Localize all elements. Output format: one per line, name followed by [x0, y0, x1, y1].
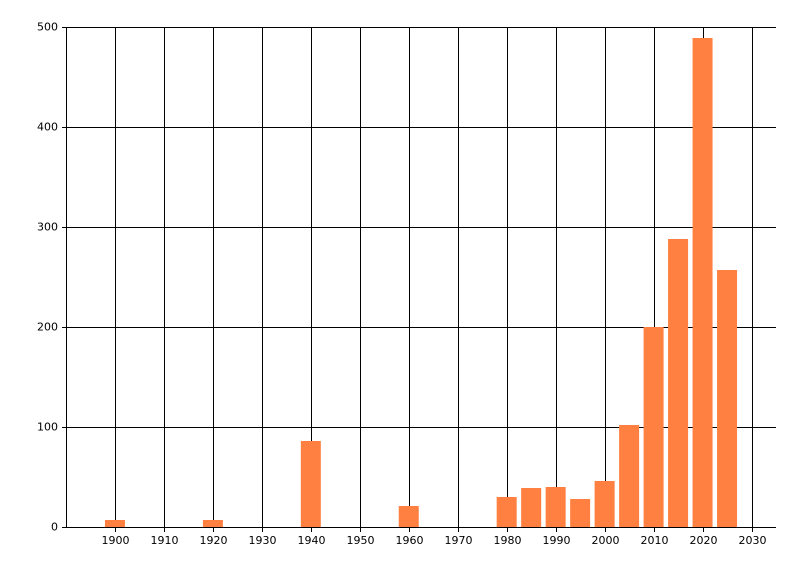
- bar: [594, 481, 615, 527]
- y-tick-label: 0: [51, 521, 58, 534]
- x-tick-label: 1970: [445, 534, 473, 547]
- x-tick-label: 2020: [690, 534, 718, 547]
- y-tick-label: 300: [37, 221, 58, 234]
- bar: [570, 499, 591, 527]
- x-tick-label: 2010: [641, 534, 669, 547]
- y-tick-label: 200: [37, 321, 58, 334]
- bar: [521, 488, 542, 527]
- x-tick-label: 1900: [102, 534, 130, 547]
- y-tick-label: 100: [37, 421, 58, 434]
- x-tick-label: 1930: [249, 534, 277, 547]
- bar: [202, 520, 223, 527]
- bar: [668, 239, 689, 527]
- bar: [545, 487, 566, 527]
- x-tick-label: 2030: [739, 534, 767, 547]
- x-tick-label: 1910: [151, 534, 179, 547]
- bar: [104, 520, 125, 527]
- bar: [398, 506, 419, 527]
- bar: [692, 38, 713, 527]
- x-tick-label: 1920: [200, 534, 228, 547]
- y-tick-label: 500: [37, 21, 58, 34]
- y-tick-label: 400: [37, 121, 58, 134]
- x-tick-label: 1950: [347, 534, 375, 547]
- x-tick-label: 1990: [543, 534, 571, 547]
- x-tick-label: 1980: [494, 534, 522, 547]
- x-tick-label: 1940: [298, 534, 326, 547]
- bar: [717, 270, 738, 527]
- bar: [643, 327, 664, 527]
- x-tick-label: 2000: [592, 534, 620, 547]
- bar: [496, 497, 517, 527]
- x-tick-label: 1960: [396, 534, 424, 547]
- bar: [300, 441, 321, 527]
- bar: [619, 425, 640, 527]
